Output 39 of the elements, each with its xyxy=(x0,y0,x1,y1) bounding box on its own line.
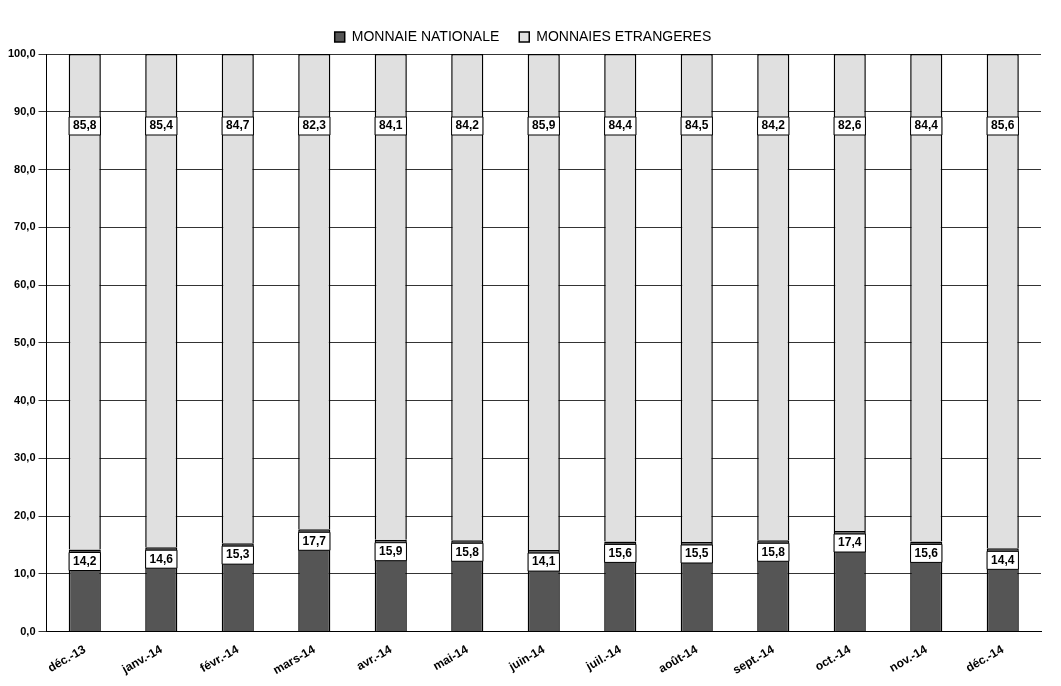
data-label: 15,8 xyxy=(761,544,786,559)
data-label: 14,4 xyxy=(991,552,1015,567)
data-label: 14,1 xyxy=(532,554,556,569)
y-tick-label: 50,0 xyxy=(14,335,36,348)
data-label: 84,5 xyxy=(685,118,709,133)
data-label: 84,2 xyxy=(761,118,786,133)
data-label: 14,6 xyxy=(149,551,174,566)
y-tick-label: 100,0 xyxy=(8,47,36,60)
legend-label: MONNAIE NATIONALE xyxy=(351,27,500,44)
data-label: 85,6 xyxy=(991,118,1015,133)
data-label: 15,3 xyxy=(226,547,250,562)
data-label: 15,6 xyxy=(914,545,939,560)
data-label: 84,2 xyxy=(455,118,480,133)
data-label: 17,7 xyxy=(302,533,327,548)
data-label: 84,4 xyxy=(914,118,939,133)
data-label: 17,4 xyxy=(838,535,862,550)
y-tick-label: 60,0 xyxy=(14,278,36,291)
legend-label: MONNAIES ETRANGERES xyxy=(536,27,712,44)
y-tick-label: 80,0 xyxy=(14,162,36,175)
y-tick-label: 90,0 xyxy=(14,104,36,117)
data-label: 15,9 xyxy=(379,544,403,558)
y-tick-label: 40,0 xyxy=(14,393,36,406)
data-label: 82,6 xyxy=(838,118,862,133)
data-label: 15,5 xyxy=(685,546,709,561)
data-label: 84,4 xyxy=(608,118,633,133)
y-tick-label: 10,0 xyxy=(14,566,36,579)
data-label: 84,7 xyxy=(226,118,250,133)
data-label: 82,3 xyxy=(302,118,327,133)
y-tick-label: 70,0 xyxy=(14,220,36,233)
data-label: 85,9 xyxy=(532,118,556,133)
y-tick-label: 0,0 xyxy=(20,624,36,637)
data-label: 15,6 xyxy=(608,545,633,560)
data-label: 15,8 xyxy=(455,544,480,559)
y-tick-label: 30,0 xyxy=(14,451,36,464)
data-label: 14,2 xyxy=(73,553,97,568)
data-label: 85,4 xyxy=(149,118,174,133)
y-tick-label: 20,0 xyxy=(14,509,36,522)
data-label: 84,1 xyxy=(379,118,403,133)
data-label: 85,8 xyxy=(73,118,97,133)
